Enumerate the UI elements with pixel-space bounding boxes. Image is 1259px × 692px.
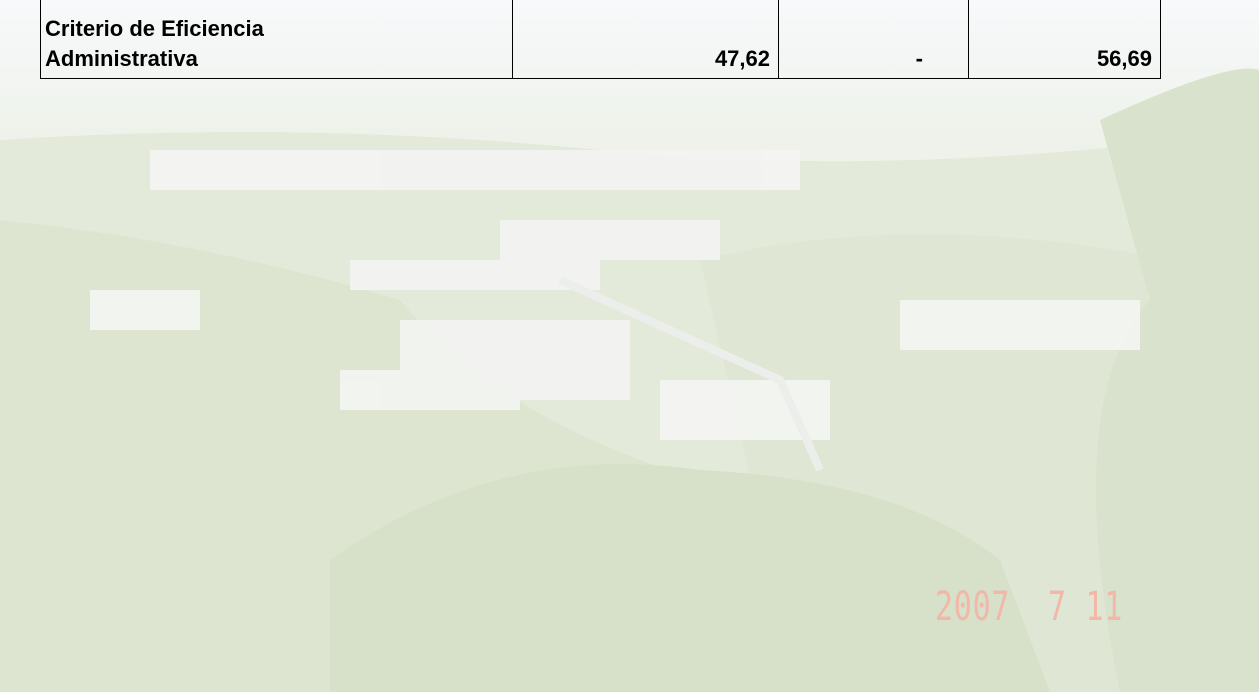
label-line: Administrativa <box>45 44 504 74</box>
date-stamp: 2007 7 11 <box>935 584 1123 630</box>
page: Criterio de Eficiencia Administrativa 47… <box>0 0 1259 692</box>
table-row: Criterio de Eficiencia Administrativa 47… <box>41 0 1161 79</box>
data-table: Criterio de Eficiencia Administrativa 47… <box>40 0 1161 79</box>
row-label: Criterio de Eficiencia Administrativa <box>41 0 513 79</box>
cell-value: 47,62 <box>513 0 779 79</box>
cell-value: 56,69 <box>969 0 1161 79</box>
cell-value: - <box>779 0 969 79</box>
label-line: Criterio de Eficiencia <box>45 14 504 44</box>
